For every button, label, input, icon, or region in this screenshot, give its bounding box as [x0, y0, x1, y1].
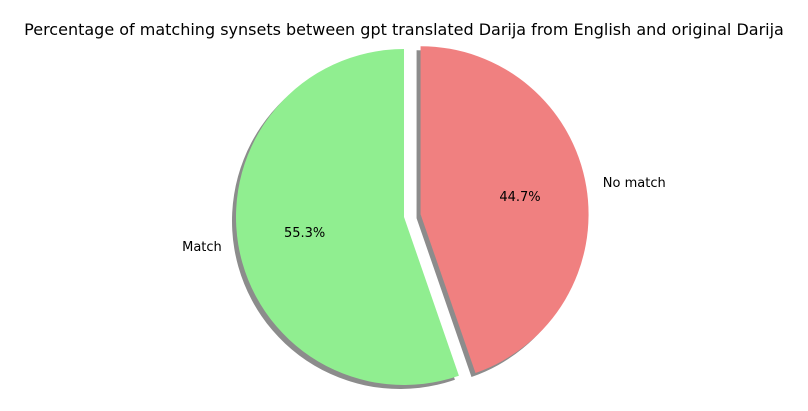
pie-slice-no-match — [420, 46, 589, 373]
pie-slice-match — [236, 49, 459, 385]
percent-label-match: 55.3% — [284, 226, 325, 241]
slice-label-no-match: No match — [603, 176, 666, 191]
pie-slices — [236, 46, 589, 385]
chart-title: Percentage of matching synsets between g… — [24, 20, 784, 39]
percent-label-no-match: 44.7% — [499, 190, 540, 205]
slice-label-match: Match — [182, 240, 222, 255]
slice-labels: Match 55.3% No match 44.7% — [182, 176, 666, 255]
